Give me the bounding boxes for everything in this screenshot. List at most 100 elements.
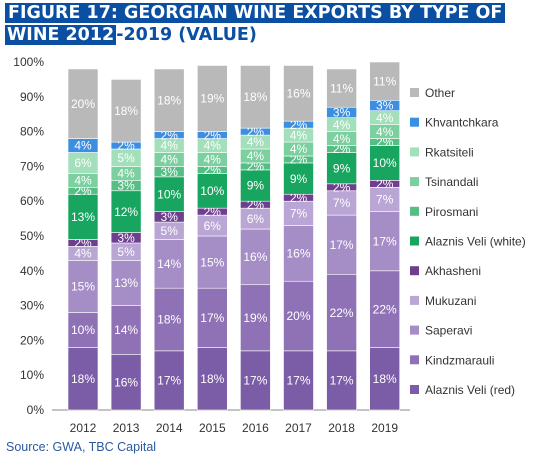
title-line-1-text: FIGURE 17: GEORGIAN WINE EXPORTS BY TYPE… xyxy=(5,3,506,23)
data-label: 18% xyxy=(71,372,95,386)
data-label: 11% xyxy=(373,74,396,88)
x-tick-label: 2018 xyxy=(328,421,355,435)
data-label: 4% xyxy=(204,139,222,153)
data-label: 4% xyxy=(290,128,308,142)
legend-swatch xyxy=(410,385,419,394)
legend-label: Pirosmani xyxy=(425,205,478,219)
data-label: 18% xyxy=(157,313,181,327)
data-label: 18% xyxy=(373,372,397,386)
bar-segment xyxy=(283,225,314,282)
data-label: 19% xyxy=(243,311,267,325)
bar-segment xyxy=(283,280,314,352)
data-label: 3% xyxy=(333,106,351,120)
bar-segment xyxy=(326,68,357,108)
bar-segment xyxy=(240,65,271,129)
legend-label: Khvantchkara xyxy=(425,116,499,130)
data-label: 22% xyxy=(373,302,397,316)
legend-swatch xyxy=(410,206,419,216)
legend-swatch xyxy=(410,177,419,187)
data-label: 4% xyxy=(247,135,265,149)
data-label: 9% xyxy=(247,179,265,193)
bar-segment xyxy=(283,200,314,226)
bar-segment xyxy=(326,350,357,411)
y-tick-label: 10% xyxy=(20,368,44,382)
legend-label: Akhasheni xyxy=(425,264,481,278)
data-label: 17% xyxy=(286,374,310,388)
data-label: 22% xyxy=(330,306,354,320)
data-label: 7% xyxy=(376,193,394,207)
data-label: 11% xyxy=(330,81,353,95)
data-label: 4% xyxy=(290,142,308,156)
data-label: 16% xyxy=(286,247,310,261)
data-label: 9% xyxy=(290,172,308,186)
bar-segment xyxy=(110,190,142,233)
y-tick-label: 30% xyxy=(20,299,44,313)
bar-segment xyxy=(283,350,314,411)
data-label: 4% xyxy=(161,139,179,153)
legend-label: Saperavi xyxy=(425,324,472,338)
data-label: 20% xyxy=(286,309,310,323)
data-label: 10% xyxy=(200,184,224,198)
bar-segment xyxy=(153,176,185,212)
title-line-2: WINE 2012 -2019 (VALUE) xyxy=(2,24,544,46)
data-label: 3% xyxy=(161,210,179,224)
legend-label: Mukuzani xyxy=(425,294,476,308)
legend-swatch xyxy=(410,88,419,97)
data-label: 5% xyxy=(117,245,135,259)
legend-swatch xyxy=(410,295,419,305)
data-label: 7% xyxy=(290,207,308,221)
data-label: 15% xyxy=(71,280,95,294)
data-label: 4% xyxy=(333,132,351,146)
legend-label: Kindzmarauli xyxy=(425,353,494,367)
data-label: 17% xyxy=(330,238,354,252)
data-label: 4% xyxy=(117,167,135,181)
bar-segment xyxy=(326,273,357,352)
y-tick-label: 60% xyxy=(20,194,44,208)
bar-segment xyxy=(240,169,271,202)
y-tick-label: 40% xyxy=(20,264,44,278)
bar-segment xyxy=(283,65,314,122)
y-tick-label: 80% xyxy=(20,125,44,139)
data-label: 10% xyxy=(157,187,181,201)
data-label: 20% xyxy=(71,97,95,111)
bar-segment xyxy=(369,211,401,272)
bar-segment xyxy=(67,193,99,240)
bar-segment xyxy=(110,260,142,306)
data-label: 7% xyxy=(333,196,351,210)
data-label: 4% xyxy=(333,118,351,132)
bar-segment xyxy=(240,284,271,352)
y-tick-label: 70% xyxy=(20,159,44,173)
x-tick-label: 2016 xyxy=(242,421,269,435)
legend-label: Other xyxy=(425,86,455,100)
data-label: 17% xyxy=(373,234,397,248)
x-tick-label: 2012 xyxy=(70,421,97,435)
y-tick-label: 0% xyxy=(27,403,45,417)
data-label: 5% xyxy=(117,151,135,165)
data-label: 3% xyxy=(117,179,135,193)
data-label: 4% xyxy=(247,149,265,163)
legend-label: Rkatsiteli xyxy=(425,145,474,159)
stacked-bar-chart: 0% 10% 20% 30% 40% 50% 60% 70% 80% 90% 100% 18% 10% 1… xyxy=(13,55,525,435)
data-label: 6% xyxy=(247,212,265,226)
legend-swatch xyxy=(410,147,419,157)
bar-segment xyxy=(67,68,99,139)
title-line-1: FIGURE 17: GEORGIAN WINE EXPORTS BY TYPE… xyxy=(2,2,544,24)
bar-segment xyxy=(197,287,228,348)
bar-segment xyxy=(153,68,185,132)
data-label: 18% xyxy=(114,104,138,118)
x-tick-label: 2017 xyxy=(285,421,312,435)
bar-segment xyxy=(153,239,185,289)
data-label: 18% xyxy=(243,90,267,104)
x-tick-label: 2015 xyxy=(199,421,226,435)
data-label: 17% xyxy=(200,311,224,325)
bar-segment xyxy=(369,145,401,181)
x-tick-label: 2019 xyxy=(371,421,398,435)
source-note: Source: GWA, TBC Capital xyxy=(6,440,157,454)
title-line-2-rest: -2019 (VALUE) xyxy=(116,25,257,45)
legend-swatch xyxy=(410,266,419,276)
data-label: 19% xyxy=(200,92,224,106)
bar-segment xyxy=(197,65,228,132)
data-label: 9% xyxy=(333,161,351,175)
data-label: 16% xyxy=(114,375,138,389)
data-label: 4% xyxy=(204,153,222,167)
